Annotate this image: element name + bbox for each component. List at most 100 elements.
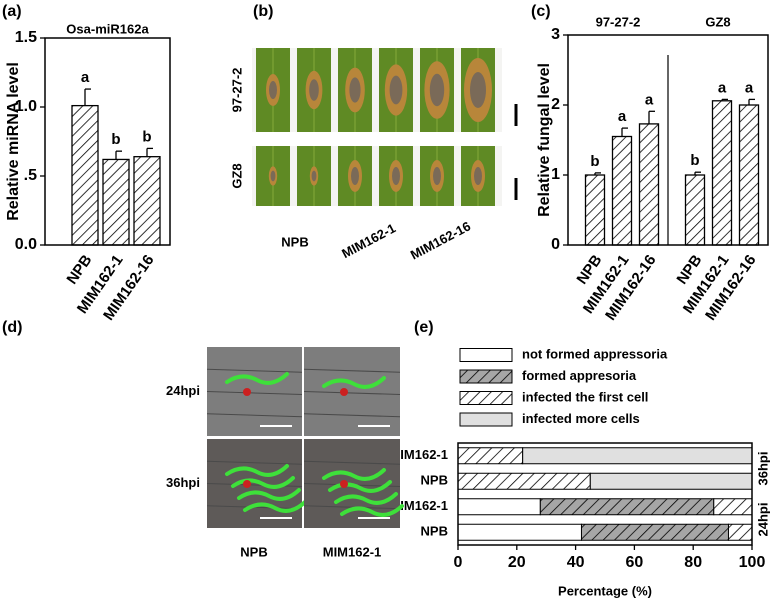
y-tick-label: 1.0 [15, 98, 37, 115]
bar-segment [713, 498, 753, 516]
error-bar [721, 98, 728, 101]
error-bar [748, 98, 755, 105]
error-bar [146, 147, 153, 157]
legend-label: not formed appressoria [522, 346, 668, 361]
hypha [231, 476, 295, 489]
row-group-label: 24hpi [755, 503, 770, 537]
hypha [334, 492, 398, 505]
photo-bg [252, 48, 502, 132]
row-label: 97-27-2 [229, 68, 244, 113]
x-tick-label: 80 [684, 554, 702, 571]
error-bar [84, 88, 91, 106]
lesion-core [392, 167, 400, 185]
legend-swatch [459, 391, 513, 405]
x-tick-label: 60 [626, 554, 644, 571]
cell-wall [303, 368, 401, 373]
spore [340, 480, 348, 488]
lesion-core [474, 167, 482, 185]
cell-wall [303, 505, 401, 510]
bar [738, 104, 760, 246]
spore [340, 388, 348, 396]
y-tick-label: NPB [421, 473, 448, 488]
col-label: NPB [281, 234, 308, 249]
photo-bg [252, 146, 502, 206]
y-tick-label: 2 [551, 96, 560, 113]
lesion-core [389, 75, 403, 105]
y-tick-label: MIM162-1 [389, 498, 448, 513]
cell-wall [303, 413, 401, 418]
spore [243, 480, 251, 488]
significance-letter: a [645, 91, 654, 108]
error-bar [115, 150, 122, 160]
bar-segment [457, 447, 524, 465]
hypha [328, 480, 392, 493]
significance-letter: b [142, 128, 151, 145]
bar [611, 135, 633, 246]
hypha [340, 504, 404, 517]
cell-wall [206, 391, 303, 395]
y-tick-label: 3 [551, 26, 560, 43]
y-tick-label: .5 [24, 167, 37, 184]
col-label: MIM162-1 [323, 544, 382, 559]
bar [711, 100, 733, 246]
bar-segment [457, 472, 591, 490]
panel-label: (b) [253, 3, 273, 20]
group-label: 97-27-2 [596, 14, 641, 29]
hypha [322, 468, 386, 481]
plot-frame [44, 37, 171, 246]
bar-segment [727, 523, 753, 541]
lesion-core [349, 77, 361, 103]
hypha [322, 376, 386, 389]
legend-swatch [459, 369, 513, 384]
bar-segment [457, 523, 582, 541]
legend-swatch [459, 412, 513, 427]
bar-segment [522, 447, 753, 465]
x-axis-label: Percentage (%) [558, 583, 652, 598]
lesion-core [351, 167, 359, 185]
bar [638, 123, 660, 246]
hypha [237, 488, 301, 501]
significance-letter: b [111, 131, 120, 148]
x-tick-label: 40 [567, 554, 585, 571]
lesion-core [429, 73, 445, 107]
y-tick-label: 0.0 [15, 236, 37, 253]
legend-label: infected more cells [522, 411, 640, 426]
cell-wall [303, 391, 401, 395]
row-label: 24hpi [166, 383, 200, 398]
cell-wall [206, 368, 303, 373]
bar-segment [580, 523, 729, 541]
row-label: 36hpi [166, 475, 200, 490]
cell-wall [206, 413, 303, 418]
y-axis-label: Relative miRNA level [5, 62, 22, 221]
y-tick-label: 0 [551, 236, 560, 253]
x-tick-label: 100 [739, 554, 766, 571]
bar [684, 174, 706, 246]
lesion-core [433, 167, 441, 185]
legend-label: formed appresoria [522, 368, 637, 383]
bar [102, 158, 130, 246]
cell-wall [206, 460, 303, 465]
lesion-core [309, 79, 319, 101]
lesion-core [269, 81, 277, 99]
panel-label: (c) [531, 3, 551, 20]
y-tick-label: NPB [421, 524, 448, 539]
y-tick-label: MIM162-1 [389, 447, 448, 462]
error-bar [648, 110, 655, 124]
panel-label: (d) [2, 319, 22, 336]
y-tick-label: 1.5 [15, 29, 37, 46]
error-bar [694, 171, 701, 175]
significance-letter: b [590, 153, 599, 170]
lesion-core [270, 170, 276, 182]
spore [243, 388, 251, 396]
legend-swatch [459, 348, 513, 362]
y-axis-label: Relative fungal level [536, 63, 553, 217]
group-label: GZ8 [705, 14, 730, 29]
bar-segment [457, 498, 541, 516]
hypha [225, 464, 289, 477]
bar [133, 156, 161, 246]
significance-letter: a [745, 79, 754, 96]
error-bar [621, 127, 628, 137]
bar-segment [589, 472, 753, 490]
significance-letter: a [718, 79, 727, 96]
